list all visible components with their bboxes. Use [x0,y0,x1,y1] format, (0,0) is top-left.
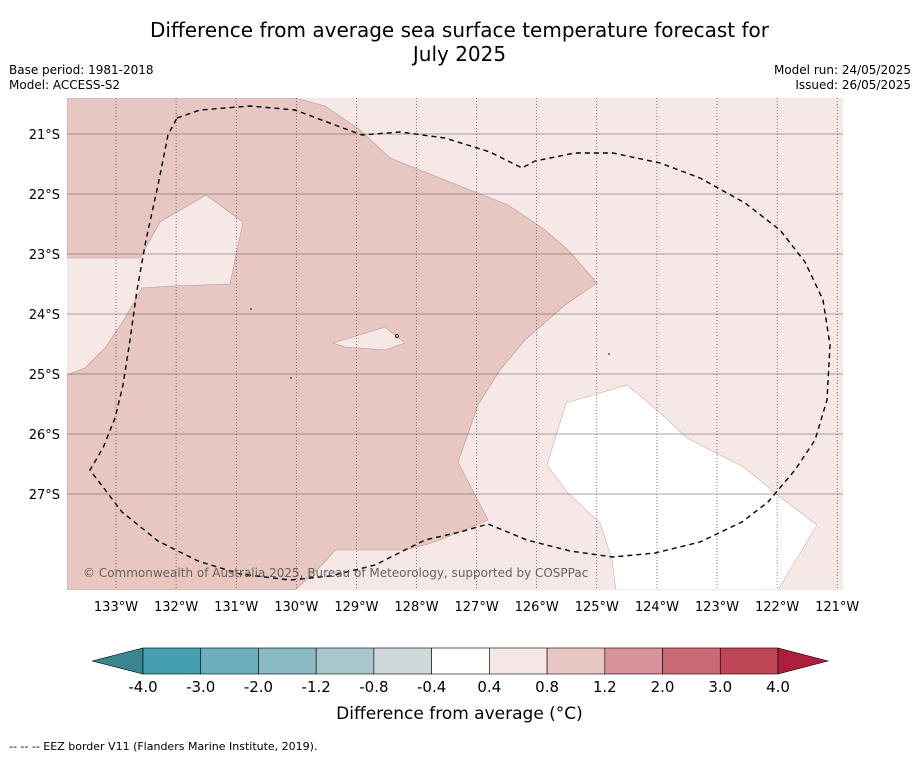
colorbar: -4.0 -3.0 -2.0 -1.2 -0.8 -0.4 0.4 0.8 1.2 2.0 3.0 4… [91,647,830,696]
map-title: Difference from average sea surface temp… [0,18,919,66]
colorbar-segment [719,647,779,675]
lat-label: 26°S [29,428,60,443]
lon-label: 121°W [815,600,859,615]
copyright-notice: © Commonwealth of Australia 2025, Bureau… [83,566,588,580]
lon-label: 129°W [334,600,378,615]
meta-right: Model run: 24/05/2025 Issued: 26/05/2025 [774,63,911,93]
model-name: Model: ACCESS-S2 [9,78,121,92]
issued-date: Issued: 26/05/2025 [795,78,911,92]
title-line-2: July 2025 [412,42,507,66]
colorbar-under-arrow [91,647,144,675]
lon-label: 125°W [575,600,619,615]
model-run: Model run: 24/05/2025 [773,63,911,77]
colorbar-tick-label: -4.0 [128,678,157,696]
anomaly-island [332,326,406,351]
colorbar-segment [431,647,490,675]
lat-label: 21°S [29,128,60,143]
lat-label: 24°S [29,308,60,323]
lat-label: 23°S [29,248,60,263]
colorbar-tick-label: 0.4 [477,678,501,696]
colorbar-segment [200,647,259,675]
colorbar-tick-label: -2.0 [244,678,273,696]
meta-left: Base period: 1981-2018 Model: ACCESS-S2 [9,63,154,93]
colorbar-segment [489,647,548,675]
colorbar-segment [258,647,317,675]
lon-label: 132°W [154,600,198,615]
colorbar-tick-label: 0.8 [535,678,559,696]
lat-label: 22°S [29,188,60,203]
lon-label: 122°W [755,600,799,615]
lon-label: 126°W [515,600,559,615]
colorbar-tick-label: 4.0 [766,678,790,696]
lon-label: 123°W [695,600,739,615]
anomaly-band-0.8-1.2 [67,98,598,590]
longitude-labels: 133°W 132°W 131°W 130°W 129°W 128°W 127°W 126°W… [94,600,860,615]
lon-label: 133°W [94,600,138,615]
colorbar-segment [142,647,202,675]
title-line-1: Difference from average sea surface temp… [149,18,769,42]
colorbar-tick-label: 2.0 [651,678,675,696]
footnote: -- -- -- EEZ border V11 (Flanders Marine… [9,740,318,753]
colorbar-title: Difference from average (°C) [336,704,583,724]
latitude-labels: 21°S 22°S 23°S 24°S 25°S 26°S 27°S [29,128,60,503]
colorbar-segment [662,647,721,675]
colorbar-segment [373,647,432,675]
lat-label: 27°S [29,488,60,503]
lon-label: 127°W [455,600,499,615]
colorbar-segment [546,647,606,675]
anomaly-band-neutral [546,384,818,590]
colorbar-tick-label: -1.2 [302,678,331,696]
colorbar-tick-label: 1.2 [593,678,617,696]
colorbar-over-arrow [777,647,830,675]
colorbar-segment [604,647,663,675]
lon-label: 128°W [394,600,438,615]
lat-label: 25°S [29,368,60,383]
map-area [67,98,843,590]
eez-border [89,105,831,581]
lon-label: 131°W [214,600,258,615]
colorbar-tick-label: -0.8 [359,678,388,696]
colorbar-segment [315,647,375,675]
lon-label: 124°W [635,600,679,615]
graticule [67,98,843,590]
colorbar-tick-label: -0.4 [417,678,446,696]
base-period: Base period: 1981-2018 [9,63,154,77]
lon-label: 130°W [274,600,318,615]
colorbar-tick-label: 3.0 [708,678,732,696]
colorbar-tick-label: -3.0 [186,678,215,696]
